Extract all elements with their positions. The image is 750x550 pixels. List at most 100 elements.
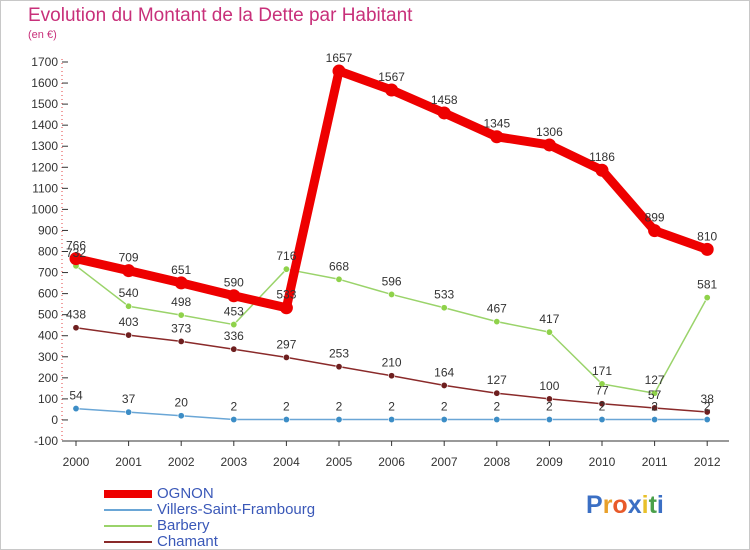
legend-item: Villers-Saint-Frambourg	[104, 501, 404, 518]
data-label: 438	[66, 308, 86, 322]
data-point	[230, 345, 238, 353]
data-label: 1186	[589, 150, 615, 164]
data-label: 171	[592, 364, 612, 378]
data-label: 2	[704, 400, 711, 414]
x-tick-label: 2012	[694, 455, 721, 469]
data-point	[388, 416, 396, 424]
data-point	[125, 408, 133, 416]
y-tick-label: 1200	[31, 160, 58, 174]
data-point	[388, 290, 396, 298]
data-point	[700, 242, 714, 256]
y-tick-label: -100	[34, 434, 58, 448]
data-label: 1345	[483, 117, 510, 131]
data-label: 2	[388, 400, 395, 414]
logo-letter: r	[602, 491, 613, 519]
data-point	[598, 400, 606, 408]
y-tick-label: 0	[51, 413, 58, 427]
legend-item: Barbery	[104, 517, 404, 534]
x-tick-label: 2011	[642, 455, 668, 469]
data-label: 297	[276, 337, 296, 351]
data-point	[282, 353, 290, 361]
data-point	[125, 331, 133, 339]
data-label: 37	[122, 392, 136, 406]
x-tick-label: 2001	[115, 455, 142, 469]
x-tick-label: 2007	[431, 455, 458, 469]
data-label: 590	[224, 276, 244, 290]
data-point	[651, 404, 659, 412]
data-point	[648, 224, 662, 238]
x-tick-label: 2010	[589, 455, 616, 469]
data-label: 127	[645, 373, 665, 387]
data-point	[69, 252, 83, 266]
data-point	[490, 130, 504, 144]
data-label: 581	[697, 278, 717, 292]
data-label: 668	[329, 259, 349, 273]
data-label: 2	[336, 400, 343, 414]
data-point	[493, 318, 501, 326]
data-point	[282, 416, 290, 424]
data-label: 2	[651, 400, 658, 414]
x-tick-label: 2008	[483, 455, 510, 469]
data-point	[230, 416, 238, 424]
data-point	[440, 304, 448, 312]
data-point	[282, 265, 290, 273]
data-point	[177, 412, 185, 420]
data-point	[703, 416, 711, 424]
data-point	[545, 395, 553, 403]
data-label: 596	[382, 274, 402, 288]
data-label: 716	[276, 249, 296, 263]
logo-letter: o	[612, 491, 628, 519]
data-label: 533	[434, 288, 454, 302]
data-point	[598, 416, 606, 424]
data-point	[595, 163, 609, 177]
legend-label: Chamant	[157, 533, 218, 550]
data-point	[122, 264, 136, 278]
data-point	[335, 363, 343, 371]
data-point	[72, 405, 80, 413]
data-point	[703, 294, 711, 302]
data-label: 533	[276, 288, 296, 302]
data-label: 373	[171, 321, 191, 335]
data-label: 2	[546, 400, 553, 414]
series-lines	[69, 64, 714, 424]
data-label: 2	[230, 400, 237, 414]
data-point	[493, 416, 501, 424]
data-label: 453	[224, 305, 244, 319]
data-point	[230, 321, 238, 329]
x-tick-label: 2000	[63, 455, 90, 469]
logo-letter: x	[627, 491, 642, 519]
data-point	[335, 416, 343, 424]
legend-swatch	[104, 541, 152, 543]
data-label: 210	[382, 356, 402, 370]
data-point	[493, 389, 501, 397]
data-label: 2	[599, 400, 606, 414]
legend-label: Barbery	[157, 517, 210, 534]
y-tick-label: 600	[38, 287, 58, 301]
y-tick-label: 1500	[31, 97, 58, 111]
data-label: 127	[487, 373, 507, 387]
data-point	[72, 324, 80, 332]
data-label: 766	[66, 239, 86, 253]
y-tick-label: 900	[38, 223, 58, 237]
x-tick-label: 2002	[168, 455, 195, 469]
data-label: 732	[66, 246, 86, 260]
legend-swatch	[104, 525, 152, 527]
data-point	[651, 416, 659, 424]
y-tick-label: 200	[38, 371, 58, 385]
data-point	[598, 380, 606, 388]
data-label: 2	[283, 400, 290, 414]
y-tick-label: 1700	[31, 55, 58, 69]
legend-swatch	[104, 490, 152, 498]
data-point	[279, 301, 293, 315]
x-tick-label: 2009	[536, 455, 563, 469]
y-tick-label: 1100	[32, 181, 58, 195]
y-tick-label: 700	[38, 266, 58, 280]
data-point	[335, 275, 343, 283]
data-label: 1458	[431, 93, 458, 107]
data-label: 2	[441, 400, 448, 414]
data-label: 709	[119, 251, 139, 265]
y-tick-label: 400	[38, 329, 58, 343]
chart-subtitle: (en €)	[28, 29, 57, 41]
legend-item: Chamant	[104, 533, 404, 550]
data-label: 1567	[378, 70, 405, 84]
